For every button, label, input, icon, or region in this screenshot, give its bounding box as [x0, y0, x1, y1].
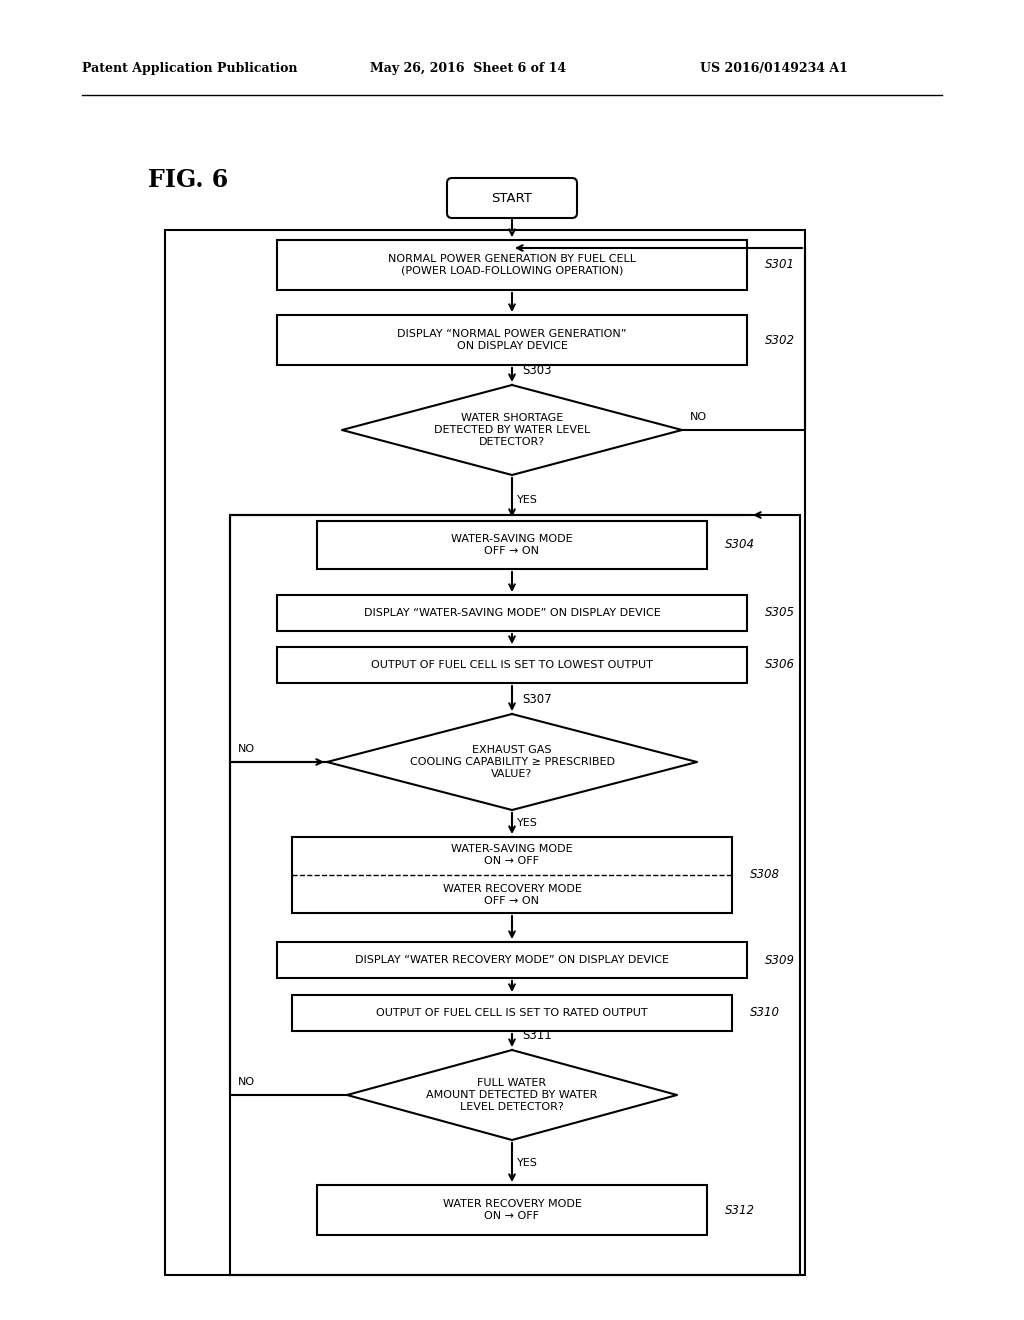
Text: YES: YES [517, 495, 538, 506]
Text: EXHAUST GAS
COOLING CAPABILITY ≥ PRESCRIBED
VALUE?: EXHAUST GAS COOLING CAPABILITY ≥ PRESCRI… [410, 746, 614, 779]
Text: FULL WATER
AMOUNT DETECTED BY WATER
LEVEL DETECTOR?: FULL WATER AMOUNT DETECTED BY WATER LEVE… [426, 1078, 598, 1111]
Bar [278, 942, 746, 978]
Text: OUTPUT OF FUEL CELL IS SET TO LOWEST OUTPUT: OUTPUT OF FUEL CELL IS SET TO LOWEST OUT… [371, 660, 653, 671]
Text: S312: S312 [725, 1204, 755, 1217]
Text: S310: S310 [750, 1006, 780, 1019]
Bar [278, 647, 746, 682]
Text: May 26, 2016  Sheet 6 of 14: May 26, 2016 Sheet 6 of 14 [370, 62, 566, 75]
Text: S309: S309 [765, 953, 795, 966]
Bar [278, 595, 746, 631]
Polygon shape [327, 714, 697, 810]
Bar [278, 240, 746, 290]
Bar [230, 515, 800, 1275]
FancyBboxPatch shape [447, 178, 577, 218]
Bar [292, 837, 732, 913]
Text: NO: NO [238, 1077, 255, 1086]
Text: S308: S308 [750, 869, 780, 882]
Text: S304: S304 [725, 539, 755, 552]
Text: NO: NO [238, 744, 255, 754]
Bar [292, 995, 732, 1031]
Text: S311: S311 [522, 1030, 552, 1041]
Text: WATER-SAVING MODE
OFF → ON: WATER-SAVING MODE OFF → ON [452, 535, 572, 556]
Text: S302: S302 [765, 334, 795, 346]
Text: START: START [492, 191, 532, 205]
Polygon shape [347, 1049, 677, 1140]
Text: DISPLAY “NORMAL POWER GENERATION”
ON DISPLAY DEVICE: DISPLAY “NORMAL POWER GENERATION” ON DIS… [397, 329, 627, 351]
Text: NORMAL POWER GENERATION BY FUEL CELL
(POWER LOAD-FOLLOWING OPERATION): NORMAL POWER GENERATION BY FUEL CELL (PO… [388, 255, 636, 276]
Bar [278, 315, 746, 366]
Text: WATER SHORTAGE
DETECTED BY WATER LEVEL
DETECTOR?: WATER SHORTAGE DETECTED BY WATER LEVEL D… [434, 413, 590, 446]
Polygon shape [342, 385, 682, 475]
Text: WATER RECOVERY MODE
ON → OFF: WATER RECOVERY MODE ON → OFF [442, 1199, 582, 1221]
Text: S305: S305 [765, 606, 795, 619]
Text: YES: YES [517, 1158, 538, 1168]
Text: FIG. 6: FIG. 6 [148, 168, 228, 191]
Bar [317, 521, 707, 569]
Text: WATER-SAVING MODE
ON → OFF: WATER-SAVING MODE ON → OFF [452, 845, 572, 866]
Text: S301: S301 [765, 259, 795, 272]
Text: DISPLAY “WATER RECOVERY MODE” ON DISPLAY DEVICE: DISPLAY “WATER RECOVERY MODE” ON DISPLAY… [355, 954, 669, 965]
Text: NO: NO [690, 412, 708, 422]
Text: S306: S306 [765, 659, 795, 672]
Text: YES: YES [517, 818, 538, 828]
Text: S307: S307 [522, 693, 552, 706]
Text: DISPLAY “WATER-SAVING MODE” ON DISPLAY DEVICE: DISPLAY “WATER-SAVING MODE” ON DISPLAY D… [364, 609, 660, 618]
Bar [165, 230, 805, 1275]
Bar [317, 1185, 707, 1236]
Text: WATER RECOVERY MODE
OFF → ON: WATER RECOVERY MODE OFF → ON [442, 884, 582, 906]
Text: Patent Application Publication: Patent Application Publication [82, 62, 298, 75]
Text: S303: S303 [522, 364, 552, 378]
Text: OUTPUT OF FUEL CELL IS SET TO RATED OUTPUT: OUTPUT OF FUEL CELL IS SET TO RATED OUTP… [376, 1008, 648, 1018]
Text: US 2016/0149234 A1: US 2016/0149234 A1 [700, 62, 848, 75]
